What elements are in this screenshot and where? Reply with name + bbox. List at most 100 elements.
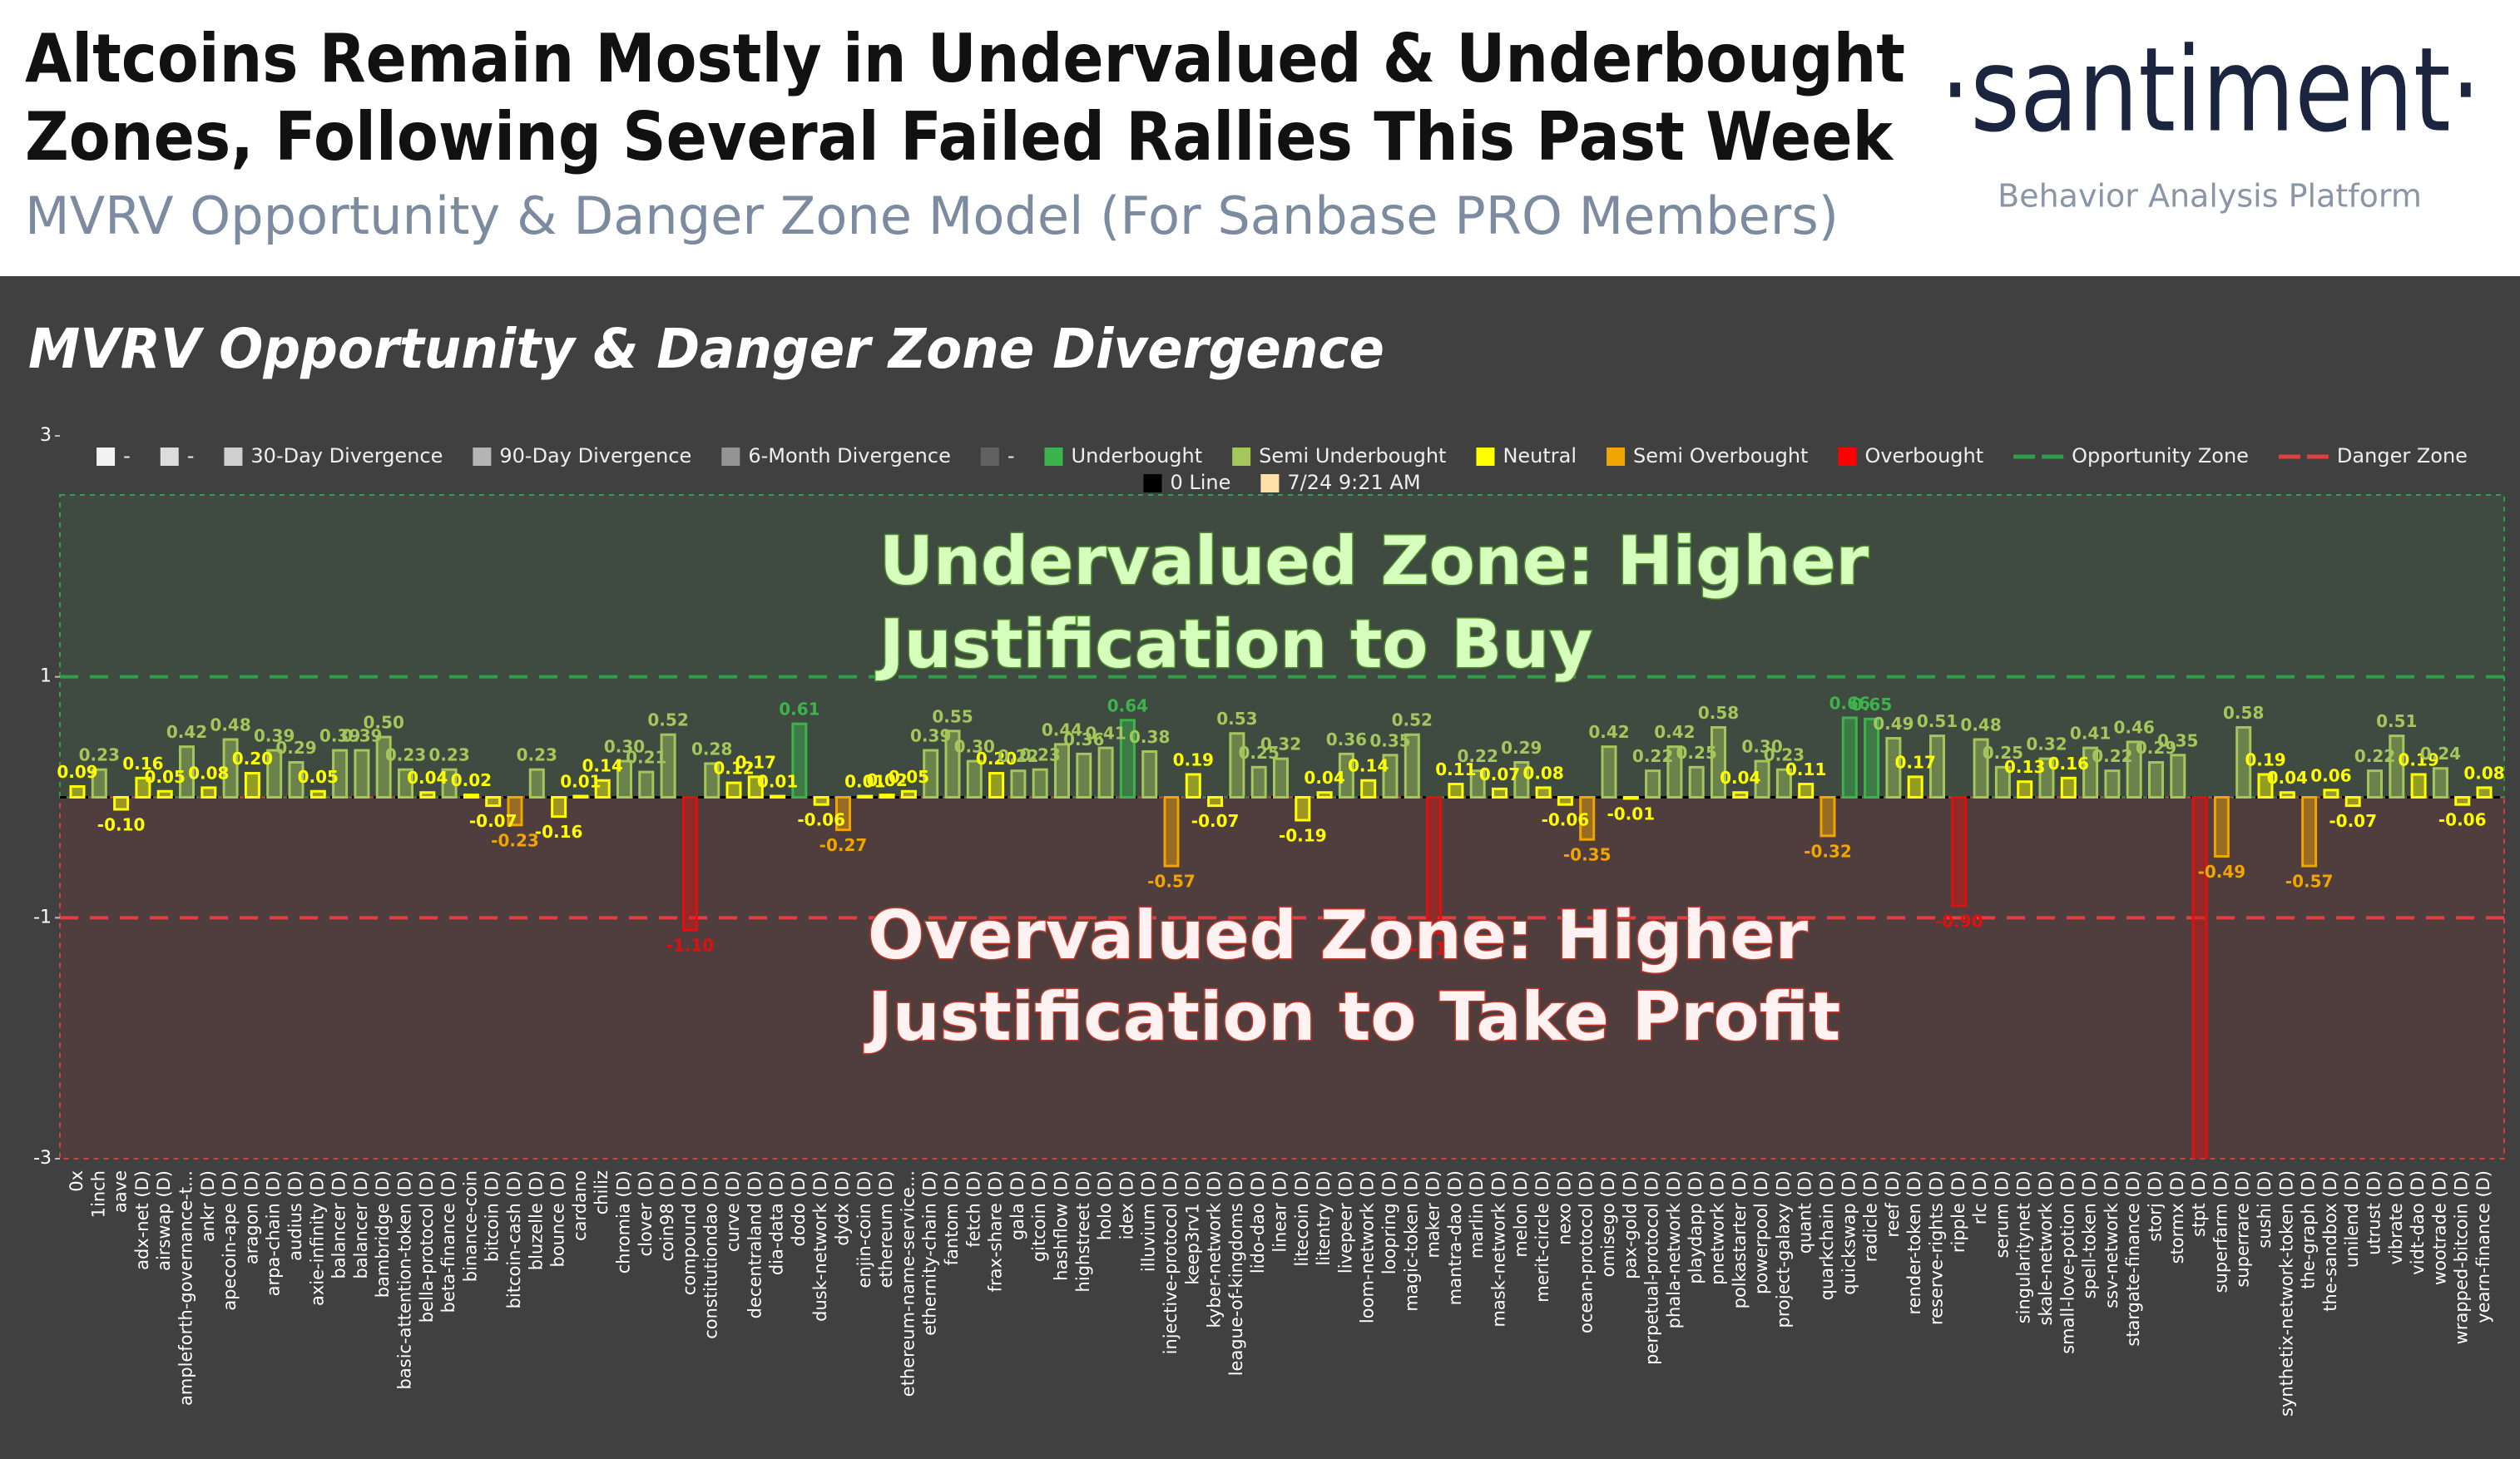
bar xyxy=(616,759,632,799)
x-tick-label: bella-protocol (D) xyxy=(417,1170,437,1323)
legend-label: Opportunity Zone xyxy=(2072,444,2249,467)
x-tick-label: wrapped-bitcoin (D) xyxy=(2452,1170,2472,1344)
x-tick-label: gitcoin (D) xyxy=(1029,1170,1049,1262)
value-label: 0.01 xyxy=(844,772,885,792)
x-tick-label: aave xyxy=(111,1170,131,1213)
bar xyxy=(2148,760,2164,799)
subtitle: MVRV Opportunity & Danger Zone Model (Fo… xyxy=(25,185,1839,246)
x-tick-label: keep3rv1 (D) xyxy=(1182,1170,1202,1285)
x-tick-label: spell-token (D) xyxy=(2080,1170,2100,1298)
x-tick-label: vidt-dao (D) xyxy=(2408,1170,2428,1275)
legend-label: 30-Day Divergence xyxy=(250,444,443,467)
bar xyxy=(551,796,567,819)
legend-swatch xyxy=(1838,448,1857,466)
value-label: 0.08 xyxy=(188,763,229,783)
x-tick-label: linear (D) xyxy=(1270,1170,1290,1253)
value-label: 0.11 xyxy=(1785,759,1826,779)
bar xyxy=(113,796,130,811)
bar xyxy=(419,791,436,799)
x-tick-label: frax-share (D) xyxy=(986,1170,1006,1292)
x-tick-label: mask-network (D) xyxy=(1489,1170,1509,1328)
x-tick-label: enjin-coin (D) xyxy=(854,1170,874,1288)
bar xyxy=(1119,719,1136,799)
bar xyxy=(1798,783,1814,799)
legend-label: Underbought xyxy=(1072,444,1203,467)
x-tick-label: fetch (D) xyxy=(963,1170,983,1248)
value-label: 0.04 xyxy=(1720,768,1760,788)
bar xyxy=(1732,791,1749,799)
x-tick-label: chromia (D) xyxy=(614,1170,634,1274)
legend-label: 7/24 9:21 AM xyxy=(1287,471,1420,494)
x-tick-label: lido-dao (D) xyxy=(1248,1170,1268,1274)
x-tick-label: radicle (D) xyxy=(1861,1170,1881,1262)
x-tick-label: serum (D) xyxy=(1992,1170,2012,1259)
zone-annotation: Overvalued Zone: Higher xyxy=(868,897,1809,974)
bar xyxy=(1711,725,1726,799)
x-tick-label: basic-attention-token (D) xyxy=(395,1170,415,1389)
bar xyxy=(266,749,283,799)
x-tick-label: project-galaxy (D) xyxy=(1773,1170,1793,1328)
value-label: -0.16 xyxy=(535,822,583,842)
x-tick-label: dusk-network (D) xyxy=(810,1170,830,1322)
x-tick-label: arpa-chain (D) xyxy=(264,1170,284,1296)
bar xyxy=(923,749,939,799)
x-tick-label: unilend (D) xyxy=(2342,1170,2362,1268)
value-label: 0.39 xyxy=(341,726,382,746)
bar xyxy=(966,759,983,799)
value-label: 0.01 xyxy=(560,772,601,792)
value-label: 0.48 xyxy=(1960,715,2001,734)
bar xyxy=(2213,796,2230,858)
x-tick-label: idex (D) xyxy=(1116,1170,1136,1239)
bar xyxy=(179,745,195,799)
bar xyxy=(332,749,349,799)
legend: 0 Line 7/24 9:21 AM xyxy=(1143,471,1421,494)
value-label: -0.32 xyxy=(1804,841,1852,861)
bar xyxy=(2170,754,2186,799)
bar xyxy=(2476,786,2493,799)
x-tick-label: league-of-kingdoms (D) xyxy=(1226,1170,1246,1376)
bar xyxy=(1885,737,1902,799)
value-label: 0.25 xyxy=(1239,743,1280,763)
bar xyxy=(1754,759,1770,799)
x-tick-label: ampleforth-governance-t... xyxy=(176,1170,196,1406)
x-tick-label: gala (D) xyxy=(1008,1170,1027,1240)
value-label: 0.41 xyxy=(1085,724,1126,744)
headline: Altcoins Remain Mostly in Undervalued & … xyxy=(25,20,1905,97)
x-tick-label: stargate-finance (D) xyxy=(2123,1170,2143,1347)
bar xyxy=(900,789,917,799)
bar xyxy=(1645,769,1661,799)
x-tick-label: mantra-dao (D) xyxy=(1445,1170,1465,1305)
legend-swatch xyxy=(473,448,492,466)
zone-annotation: Justification to Buy xyxy=(875,606,1592,683)
value-label: 0.66 xyxy=(1829,693,1870,713)
value-label: 0.08 xyxy=(2463,763,2504,783)
x-tick-label: constitutiondao (D) xyxy=(701,1170,721,1339)
x-tick-label: magic-token (D) xyxy=(1401,1170,1421,1312)
bar xyxy=(1032,768,1048,799)
value-label: 0.14 xyxy=(582,756,623,776)
legend-label: 0 Line xyxy=(1170,471,1230,494)
bar xyxy=(1426,796,1443,935)
zone-annotation: Undervalued Zone: Higher xyxy=(879,522,1869,600)
x-tick-label: stormx (D) xyxy=(2167,1170,2187,1264)
value-label: 0.42 xyxy=(1654,722,1695,742)
value-label: 0.35 xyxy=(1369,730,1410,750)
bar xyxy=(1622,796,1639,800)
bar xyxy=(770,794,786,799)
legend-swatch xyxy=(97,448,116,466)
header-bg xyxy=(0,0,2520,276)
x-tick-label: dydx (D) xyxy=(833,1170,853,1246)
bar xyxy=(1864,717,1880,799)
value-label: 0.17 xyxy=(1895,752,1936,772)
value-label: 0.42 xyxy=(1588,722,1629,742)
x-tick-label: the-sandbox (D) xyxy=(2320,1170,2340,1312)
x-tick-label: singularitynet (D) xyxy=(2014,1170,2034,1323)
value-label: -0.27 xyxy=(819,835,868,855)
bars xyxy=(69,716,2493,1159)
value-label: 0.25 xyxy=(1983,743,2023,763)
y-tick-label: 1 xyxy=(40,666,52,687)
x-tick-label: stpt (D) xyxy=(2189,1170,2209,1237)
x-tick-label: loopring (D) xyxy=(1379,1170,1399,1274)
bar xyxy=(135,776,151,799)
x-tick-label: quickswap (D) xyxy=(1839,1170,1859,1295)
